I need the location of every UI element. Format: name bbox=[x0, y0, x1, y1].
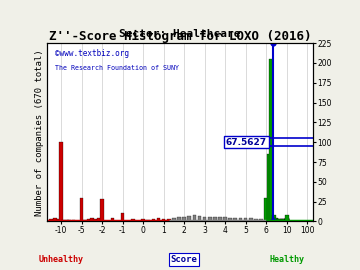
Bar bbox=[285, 219, 289, 221]
Bar bbox=[259, 219, 263, 221]
Bar bbox=[280, 219, 283, 221]
Bar bbox=[285, 219, 289, 221]
Bar bbox=[157, 218, 160, 221]
Title: Z''-Score Histogram for LOXO (2016): Z''-Score Histogram for LOXO (2016) bbox=[49, 30, 311, 43]
Text: Unhealthy: Unhealthy bbox=[39, 255, 84, 264]
Bar bbox=[97, 218, 100, 221]
Text: ©www.textbiz.org: ©www.textbiz.org bbox=[55, 49, 129, 58]
Bar bbox=[285, 219, 289, 221]
Bar bbox=[177, 217, 181, 221]
Bar bbox=[59, 142, 63, 221]
Text: Healthy: Healthy bbox=[269, 255, 304, 264]
Bar bbox=[285, 219, 288, 221]
Bar bbox=[285, 219, 288, 221]
Bar bbox=[281, 219, 284, 221]
Bar bbox=[274, 218, 278, 221]
Bar bbox=[208, 217, 212, 221]
Bar bbox=[94, 219, 97, 221]
Bar bbox=[254, 219, 258, 221]
Bar bbox=[277, 219, 281, 221]
Bar bbox=[218, 217, 222, 221]
Bar bbox=[87, 219, 90, 221]
Bar bbox=[285, 218, 289, 221]
Text: The Research Foundation of SUNY: The Research Foundation of SUNY bbox=[55, 65, 179, 70]
Bar bbox=[100, 199, 104, 221]
Bar bbox=[285, 218, 289, 221]
Bar bbox=[57, 219, 61, 221]
Text: 67.5627: 67.5627 bbox=[226, 138, 267, 147]
Bar bbox=[167, 219, 171, 221]
Bar bbox=[61, 220, 65, 221]
Bar bbox=[203, 217, 206, 221]
Bar bbox=[90, 218, 94, 221]
Bar bbox=[223, 217, 227, 221]
Bar bbox=[193, 215, 196, 221]
Bar bbox=[53, 218, 57, 221]
Bar bbox=[278, 219, 282, 221]
Bar bbox=[152, 219, 155, 221]
Bar bbox=[234, 218, 237, 221]
Bar bbox=[264, 198, 268, 221]
Bar bbox=[83, 220, 87, 221]
Bar bbox=[213, 217, 217, 221]
Bar bbox=[121, 214, 125, 221]
Bar bbox=[49, 219, 53, 221]
Bar bbox=[267, 154, 270, 221]
Bar bbox=[111, 218, 114, 221]
Bar bbox=[198, 216, 201, 221]
Bar bbox=[239, 218, 242, 221]
Text: Score: Score bbox=[171, 255, 198, 264]
Bar bbox=[80, 198, 84, 221]
Bar bbox=[244, 218, 247, 221]
Bar bbox=[228, 218, 232, 221]
Bar bbox=[147, 220, 150, 221]
Bar bbox=[131, 219, 135, 221]
Bar bbox=[172, 218, 176, 221]
Y-axis label: Number of companies (670 total): Number of companies (670 total) bbox=[35, 49, 44, 216]
Bar bbox=[182, 217, 186, 221]
Bar bbox=[282, 219, 286, 221]
Bar bbox=[249, 218, 253, 221]
Bar bbox=[285, 215, 289, 221]
Bar bbox=[141, 219, 145, 221]
Bar bbox=[67, 220, 71, 221]
Bar bbox=[66, 220, 69, 221]
Bar bbox=[272, 215, 276, 221]
Bar bbox=[269, 59, 273, 221]
Bar bbox=[72, 220, 75, 221]
Bar bbox=[283, 219, 287, 221]
Bar bbox=[285, 219, 288, 221]
Text: Sector: Healthcare: Sector: Healthcare bbox=[119, 29, 241, 39]
Bar bbox=[276, 219, 279, 221]
Bar bbox=[162, 219, 166, 221]
Bar bbox=[187, 216, 191, 221]
